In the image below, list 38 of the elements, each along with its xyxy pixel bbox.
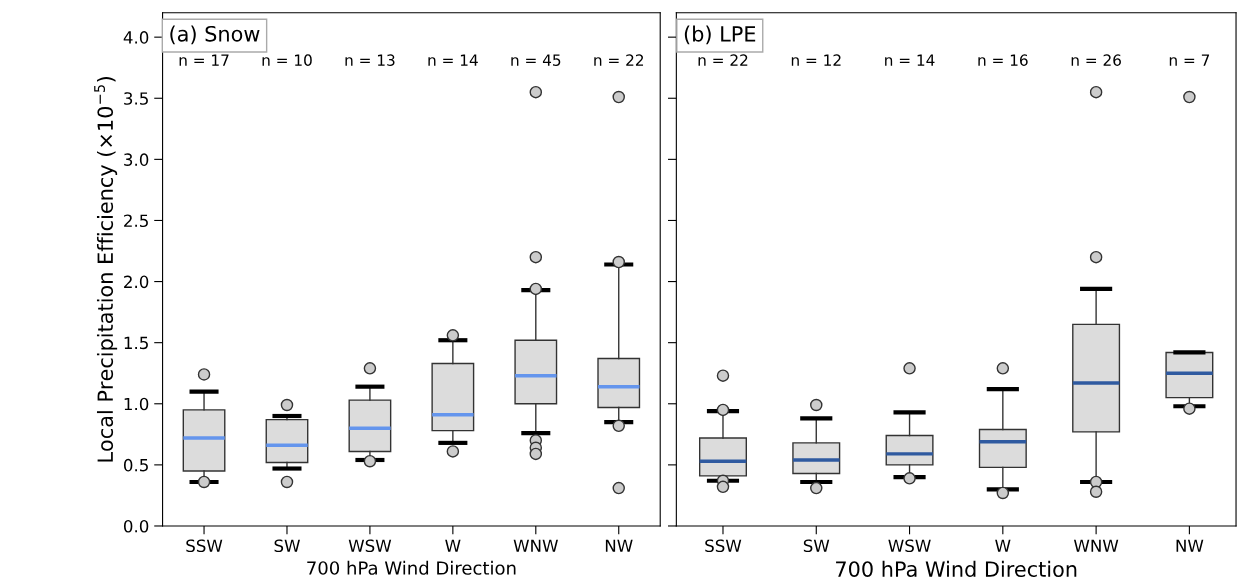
annotation: n = 17 <box>179 54 229 66</box>
x-axis-title: 700 hPa Wind Direction <box>836 560 1077 577</box>
y-tick-label: 0.0 <box>123 519 149 533</box>
y-axis-title: Local Precipitation Efficiency (×10$^{−5}$) <box>94 76 118 462</box>
annotation: n = 45 <box>511 54 561 66</box>
annotation: n = 10 <box>262 54 312 66</box>
x-tick-label: SW <box>274 539 300 553</box>
annotation: n = 16 <box>978 54 1028 66</box>
annotation: n = 7 <box>1169 54 1210 66</box>
x-tick-label: W <box>995 539 1011 552</box>
annotation: n = 22 <box>698 54 748 66</box>
annotation: n = 12 <box>791 54 841 66</box>
annotation: n = 14 <box>428 54 478 66</box>
x-tick-label: SSW <box>186 539 223 553</box>
x-tick-label: WSW <box>888 539 931 553</box>
y-tick-label: 0.5 <box>123 458 148 472</box>
x-tick-label: SSW <box>705 539 742 553</box>
annotation: n = 22 <box>594 54 644 66</box>
x-tick-label: SW <box>803 539 830 553</box>
y-tick-label: 3.5 <box>124 92 148 105</box>
y-tick-label: 2.0 <box>124 275 149 289</box>
x-tick-label: WNW <box>1073 539 1119 552</box>
text: (b) LPE <box>684 25 756 45</box>
y-tick-label: 3.0 <box>124 153 149 166</box>
x-tick-label: WSW <box>348 539 392 553</box>
y-tick-label: 2.5 <box>124 214 148 228</box>
x-tick-label: NW <box>605 539 633 552</box>
y-tick-label: 1.0 <box>124 397 149 411</box>
x-tick-label: NW <box>1176 539 1204 552</box>
x-axis-title: 700 hPa Wind Direction <box>307 560 516 575</box>
x-tick-label: W <box>445 539 461 552</box>
annotation: n = 14 <box>885 54 935 66</box>
x-tick-label: WNW <box>513 539 558 552</box>
text: (a) Snow <box>170 25 260 45</box>
annotation: n = 13 <box>345 54 395 66</box>
y-tick-label: 1.5 <box>124 336 148 350</box>
y-tick-label: 4.0 <box>123 31 149 44</box>
annotation: n = 26 <box>1071 54 1121 66</box>
